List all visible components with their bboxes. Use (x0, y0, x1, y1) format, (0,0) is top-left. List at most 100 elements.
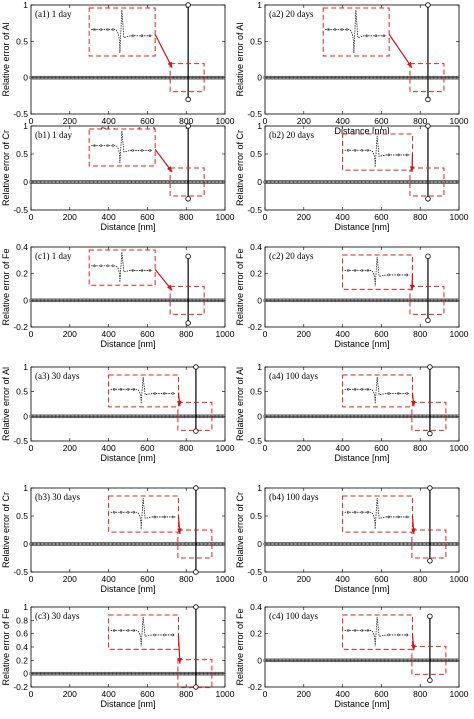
data-point (185, 298, 190, 303)
inset-point (397, 633, 400, 637)
data-point (268, 298, 273, 303)
data-point (72, 75, 77, 80)
data-point (71, 298, 75, 303)
data-point (145, 414, 150, 419)
zoom-box (169, 63, 205, 93)
data-point (378, 180, 383, 184)
data-point (186, 671, 191, 676)
spike-bottom-point (425, 196, 431, 202)
data-point (215, 542, 219, 546)
data-point (71, 671, 75, 676)
data-point (283, 658, 288, 663)
data-point (205, 75, 210, 80)
data-point (358, 658, 362, 663)
x-tick-label: 0 (263, 329, 268, 339)
data-point (322, 414, 327, 419)
data-point (90, 542, 94, 546)
inset-point (360, 629, 364, 632)
data-point (183, 75, 188, 80)
data-point (152, 542, 157, 546)
data-point (355, 75, 360, 80)
data-point (307, 658, 312, 663)
data-point (126, 180, 131, 184)
x-tick-label: 0 (29, 689, 34, 699)
data-point (344, 542, 349, 546)
data-point (209, 298, 214, 303)
x-tick-label: 1000 (216, 212, 235, 222)
data-point (375, 414, 380, 419)
data-point (373, 658, 377, 663)
data-point (118, 542, 123, 546)
data-point (129, 180, 134, 184)
data-point (91, 180, 96, 184)
data-point (447, 75, 452, 80)
data-point (318, 75, 323, 80)
y-axis-label: Relative error of Al (235, 22, 245, 96)
y-tick-label: -0.2 (247, 322, 262, 332)
inset-point (131, 149, 135, 152)
data-point (207, 75, 211, 80)
data-point (163, 75, 168, 80)
data-point (363, 180, 368, 184)
data-point (341, 75, 346, 80)
data-point (185, 542, 190, 546)
data-point (213, 671, 218, 676)
data-point (305, 414, 309, 419)
data-point (182, 298, 187, 303)
spike-top-point (427, 364, 433, 370)
data-point (79, 542, 84, 546)
data-point (295, 658, 300, 663)
data-point (151, 180, 156, 184)
data-point (82, 542, 86, 546)
data-point (413, 298, 418, 303)
data-point (309, 414, 314, 419)
data-point (83, 298, 88, 303)
data-point (331, 542, 335, 546)
x-tick-label: 200 (63, 329, 77, 339)
inset-frame (342, 495, 413, 533)
data-point (386, 180, 391, 184)
data-point (135, 180, 139, 184)
inset-point (148, 34, 152, 38)
data-point (42, 542, 47, 546)
data-point (347, 180, 352, 184)
data-point (381, 658, 385, 663)
x-tick-label: 400 (336, 116, 350, 126)
y-tick-label: 0.4 (250, 602, 262, 612)
data-point (120, 414, 124, 419)
data-point (272, 658, 277, 663)
data-point (41, 75, 46, 80)
data-point (183, 542, 188, 546)
data-point (122, 414, 127, 419)
data-point (268, 180, 273, 184)
data-point (78, 298, 82, 303)
data-point (193, 298, 198, 303)
data-point (291, 542, 296, 546)
data-point (312, 298, 316, 303)
data-point (46, 75, 51, 80)
data-point (419, 298, 424, 303)
data-point (154, 671, 158, 676)
data-point (317, 414, 322, 419)
data-point (354, 75, 358, 80)
data-point (131, 414, 135, 419)
data-point (40, 180, 44, 184)
data-point (271, 542, 275, 546)
inset-point (405, 515, 409, 519)
data-point (97, 671, 101, 676)
data-point (177, 671, 181, 676)
data-point (38, 542, 43, 546)
data-point (274, 298, 278, 303)
data-point (362, 298, 366, 303)
data-point (169, 414, 173, 419)
data-point (400, 542, 405, 546)
data-point (102, 542, 107, 546)
data-point (190, 671, 195, 676)
data-point (166, 75, 171, 80)
zoom-box (177, 401, 213, 431)
data-point (447, 414, 452, 419)
data-point (105, 414, 109, 419)
data-point (339, 658, 343, 663)
data-point (46, 542, 51, 546)
data-point (129, 414, 134, 419)
